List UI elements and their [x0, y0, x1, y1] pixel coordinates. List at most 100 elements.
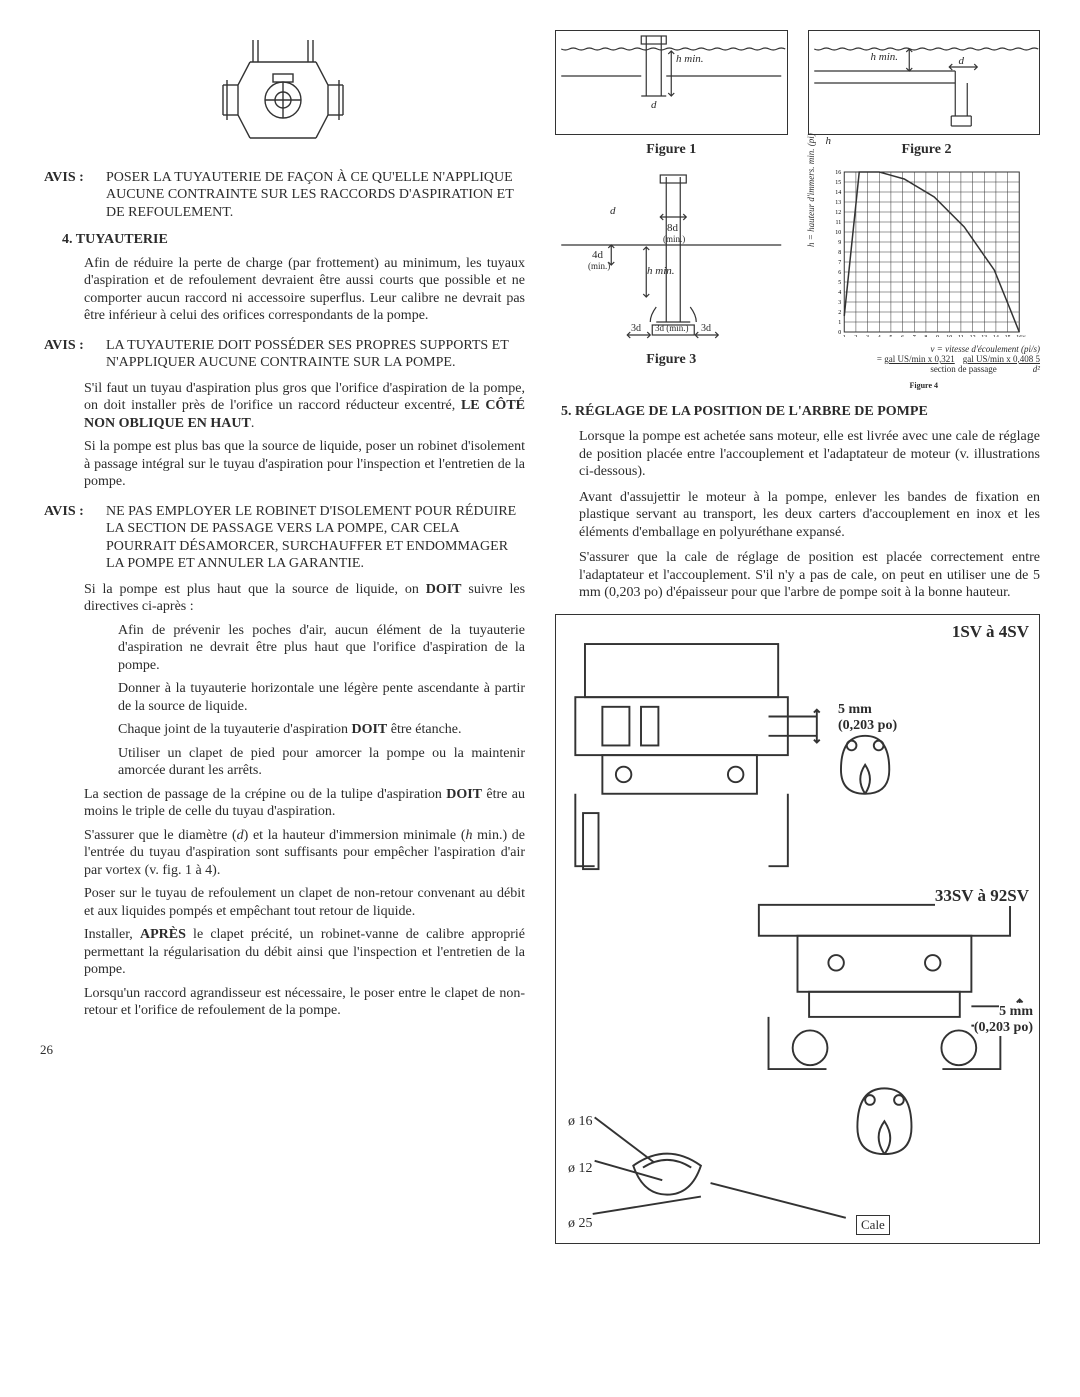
svg-text:16: 16	[835, 170, 841, 176]
suction-piping-body: S'il faut un tuyau d'aspiration plus gro…	[84, 380, 525, 491]
right-column: h min. d Figure 1	[555, 30, 1040, 1244]
top-assembly-figure	[40, 30, 525, 151]
svg-text:14: 14	[992, 335, 998, 337]
figure-1-caption: Figure 1	[555, 141, 788, 159]
svg-text:12: 12	[835, 210, 841, 216]
avis-label: AVIS :	[44, 337, 104, 355]
adjustment-diagram: 1SV à 4SV 33SV à 92SV 5 mm (0,203 po) 5 …	[555, 614, 1040, 1244]
svg-text:2: 2	[854, 335, 857, 337]
svg-text:12: 12	[969, 335, 975, 337]
svg-text:11: 11	[835, 220, 841, 226]
chart-y-label: h = hauteur d'immers. min. (pi)	[806, 133, 817, 247]
svg-text:3: 3	[838, 300, 841, 306]
p3: Si la pompe est plus bas que la source d…	[84, 438, 525, 491]
figure-2: h min. d h Figure 2	[808, 30, 1041, 159]
svg-text:15: 15	[1004, 335, 1010, 337]
figure-4-chart: 1234567891011121314151601234567891011121…	[808, 167, 1041, 391]
bullet-2: Donner à la tuyauterie horizontale une l…	[114, 680, 525, 715]
avis-label: AVIS :	[44, 169, 104, 187]
p7: Poser sur le tuyau de refoulement un cla…	[84, 885, 525, 920]
svg-text:11: 11	[958, 335, 964, 337]
fig3-hmin: h min.	[647, 265, 675, 279]
avis-3: AVIS : NE PAS EMPLOYER LE ROBINET D'ISOL…	[40, 503, 525, 573]
bullet-1: Afin de prévenir les poches d'air, aucun…	[114, 622, 525, 675]
svg-text:13: 13	[981, 335, 987, 337]
p6: S'assurer que le diamètre (d) et la haut…	[84, 827, 525, 880]
p5: La section de passage de la crépine ou d…	[84, 786, 525, 821]
figure-3-caption: Figure 3	[555, 351, 788, 369]
svg-text:5: 5	[838, 280, 841, 286]
section-4-heading: 4. TUYAUTERIE	[62, 231, 525, 249]
svg-text:13: 13	[835, 200, 841, 206]
svg-text:9: 9	[838, 240, 841, 246]
avis-label: AVIS :	[44, 503, 104, 521]
p4: Si la pompe est plus haut que la source …	[84, 581, 525, 616]
bd-mid-label: 33SV à 92SV	[935, 885, 1029, 906]
avis-2: AVIS : LA TUYAUTERIE DOIT POSSÉDER SES P…	[40, 337, 525, 372]
svg-text:7: 7	[838, 260, 841, 266]
svg-text:4: 4	[838, 290, 841, 296]
svg-text:2: 2	[838, 310, 841, 316]
svg-text:10: 10	[946, 335, 952, 337]
bd-dim2b: (0,203 po)	[974, 1019, 1033, 1037]
bd-dim1b: (0,203 po)	[838, 717, 897, 735]
bd-dim1: 5 mm	[838, 701, 872, 719]
svg-text:14: 14	[835, 190, 841, 196]
figure-2-caption: Figure 2	[831, 141, 1022, 159]
figure-1: h min. d Figure 1	[555, 30, 788, 159]
figures-mid-row: d 8d (min.) 4d (min.) h min. 3d 3d (min.…	[555, 167, 1040, 391]
svg-text:v: v	[1022, 333, 1026, 337]
fig2-hmin-label: h min.	[871, 51, 899, 65]
fig3-min2: (min.)	[588, 261, 610, 272]
p2: S'il faut un tuyau d'aspiration plus gro…	[84, 380, 525, 433]
svg-text:1: 1	[842, 335, 845, 337]
p8: Installer, APRÈS le clapet précité, un r…	[84, 926, 525, 979]
section-5-body: Lorsque la pompe est achetée sans moteur…	[555, 428, 1040, 602]
avis-body: NE PAS EMPLOYER LE ROBINET D'ISOLEMENT P…	[104, 503, 525, 573]
left-column: AVIS : POSER LA TUYAUTERIE DE FAÇON À CE…	[40, 30, 525, 1244]
p9: Lorsqu'un raccord agrandisseur est néces…	[84, 985, 525, 1020]
svg-text:15: 15	[835, 180, 841, 186]
bd-o12: ø 12	[568, 1160, 593, 1178]
bd-o25: ø 25	[568, 1215, 593, 1233]
fig3-3d-b: 3d	[701, 323, 711, 336]
svg-text:9: 9	[936, 335, 939, 337]
page-number: 26	[40, 1042, 525, 1058]
figures-top-row: h min. d Figure 1	[555, 30, 1040, 159]
fig1-hmin-label: h min.	[676, 53, 704, 67]
fig3-midlabel: 3d (min.)	[655, 323, 689, 334]
fig3-3d-a: 3d	[631, 323, 641, 336]
bullet-4: Utiliser un clapet de pied pour amorcer …	[114, 745, 525, 780]
sec5-p1: Lorsque la pompe est achetée sans moteur…	[579, 428, 1040, 481]
bd-top-label: 1SV à 4SV	[952, 621, 1029, 642]
fig2-d-label: d	[959, 55, 965, 69]
bullet-3: Chaque joint de la tuyauterie d'aspirati…	[114, 721, 525, 739]
svg-text:10: 10	[835, 230, 841, 236]
fig1-d-label: d	[651, 99, 657, 113]
section-4-body: Afin de réduire la perte de charge (par …	[84, 255, 525, 325]
bullet-block: Afin de prévenir les poches d'air, aucun…	[84, 622, 525, 780]
bd-dim2: 5 mm	[999, 1003, 1033, 1021]
svg-text:7: 7	[912, 335, 915, 337]
svg-text:8: 8	[924, 335, 927, 337]
chart-notes: v = vitesse d'écoulement (pi/s) = gal US…	[808, 344, 1041, 375]
bd-o16: ø 16	[568, 1113, 593, 1131]
svg-text:8: 8	[838, 250, 841, 256]
sec5-p3: S'assurer que la cale de réglage de posi…	[579, 549, 1040, 602]
avis-1: AVIS : POSER LA TUYAUTERIE DE FAÇON À CE…	[40, 169, 525, 222]
sec5-p2: Avant d'assujettir le moteur à la pompe,…	[579, 489, 1040, 542]
fig3-d: d	[610, 205, 616, 219]
avis-body: POSER LA TUYAUTERIE DE FAÇON À CE QU'ELL…	[104, 169, 525, 222]
svg-text:5: 5	[889, 335, 892, 337]
svg-text:4: 4	[877, 335, 880, 337]
svg-text:0: 0	[838, 330, 841, 336]
sec4-p1: Afin de réduire la perte de charge (par …	[84, 255, 525, 325]
directives-body: Si la pompe est plus haut que la source …	[84, 581, 525, 1020]
svg-text:6: 6	[901, 335, 904, 337]
svg-text:3: 3	[866, 335, 869, 337]
fig3-min1: (min.)	[663, 234, 685, 245]
avis-body: LA TUYAUTERIE DOIT POSSÉDER SES PROPRES …	[104, 337, 525, 372]
svg-text:6: 6	[838, 270, 841, 276]
section-5-heading: 5. RÉGLAGE DE LA POSITION DE L'ARBRE DE …	[561, 403, 1040, 421]
svg-text:1: 1	[838, 320, 841, 326]
